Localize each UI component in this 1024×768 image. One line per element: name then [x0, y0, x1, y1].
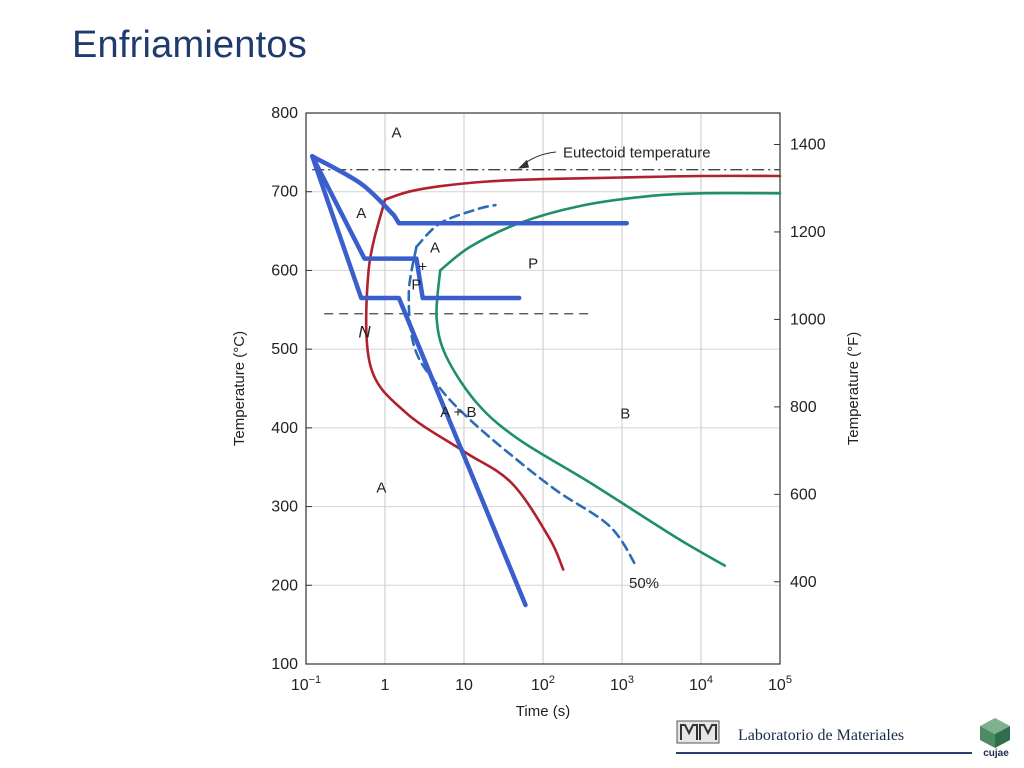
- y-tick-label: 400: [271, 420, 298, 437]
- x-tick-base: 10: [455, 677, 473, 694]
- y2-axis-label: Temperature (°F): [845, 332, 862, 446]
- curve-half-lower: [407, 245, 638, 567]
- x-tick-label: 102: [531, 674, 555, 694]
- annotation-label: Eutectoid temperature: [563, 144, 711, 161]
- x-tick-label: 104: [689, 674, 713, 694]
- plot-frame: [305, 112, 781, 665]
- x-tick-label: 105: [768, 674, 792, 694]
- cooling-path-3: [310, 154, 528, 608]
- cube-emblem-icon: [980, 718, 1010, 748]
- cooling-path-2: [310, 154, 522, 301]
- annotation-label: 50%: [629, 575, 659, 592]
- y-tick-label: 700: [271, 184, 298, 201]
- curve-start: [383, 174, 782, 201]
- y-tick-label: 800: [271, 105, 298, 122]
- footer-divider: [676, 752, 972, 754]
- y2-tick-label: 400: [790, 574, 817, 591]
- y2-tick-label: 1200: [790, 224, 826, 241]
- curve-half: [415, 203, 497, 249]
- x-tick-label: 10−1: [291, 674, 321, 694]
- y-tick-label: 600: [271, 262, 298, 279]
- page-title: Enfriamientos: [72, 24, 307, 66]
- x-tick-base: 10: [689, 677, 707, 694]
- y2-tick-label: 600: [790, 486, 817, 503]
- x-tick-base: 10: [291, 677, 309, 694]
- y-tick-label: 100: [271, 656, 298, 673]
- annotation-label: P: [411, 277, 421, 294]
- x-tick-base: 10: [768, 677, 786, 694]
- y2-tick-label: 800: [790, 399, 817, 416]
- y-axis-label: Temperature (°C): [231, 331, 248, 446]
- cooling-path-1: [310, 154, 630, 226]
- annotation-label: A: [376, 480, 386, 497]
- x-tick-label: 1: [381, 677, 390, 694]
- annotation-label: B: [620, 406, 630, 423]
- annotation-label: +: [418, 258, 427, 275]
- footer-lab-name: Laboratorio de Materiales: [738, 727, 905, 744]
- x-tick-base: 10: [531, 677, 549, 694]
- x-tick-base: 10: [610, 677, 628, 694]
- eutectoid-arrowhead: [518, 159, 529, 169]
- annotation-label: A + B: [440, 404, 476, 421]
- y2-tick-label: 1000: [790, 311, 826, 328]
- y-tick-label: 500: [271, 341, 298, 358]
- curve-start-lower: [364, 198, 565, 571]
- annotation-label: A: [430, 240, 440, 257]
- x-tick-label: 103: [610, 674, 634, 694]
- annotation-label: A: [392, 125, 402, 142]
- y-tick-label: 300: [271, 499, 298, 516]
- annotation-label: P: [528, 255, 538, 272]
- x-tick-label: 10: [455, 677, 473, 694]
- x-axis-label: Time (s): [516, 703, 570, 720]
- lab-logo-icon: [676, 720, 720, 744]
- y-tick-label: 200: [271, 577, 298, 594]
- emblem-label: cujae: [983, 748, 1009, 759]
- x-tick-base: 1: [381, 677, 390, 694]
- x-tick-exponent: 3: [628, 674, 634, 686]
- x-tick-exponent: 2: [549, 674, 555, 686]
- annotation-label: A: [356, 205, 366, 222]
- curve-finish-lower: [435, 269, 727, 567]
- x-tick-exponent: −1: [309, 674, 322, 686]
- x-tick-exponent: 4: [707, 674, 713, 686]
- annotation-label: N: [358, 323, 371, 342]
- x-tick-exponent: 5: [786, 674, 792, 686]
- y2-tick-label: 1400: [790, 136, 826, 153]
- curve-finish: [438, 191, 782, 272]
